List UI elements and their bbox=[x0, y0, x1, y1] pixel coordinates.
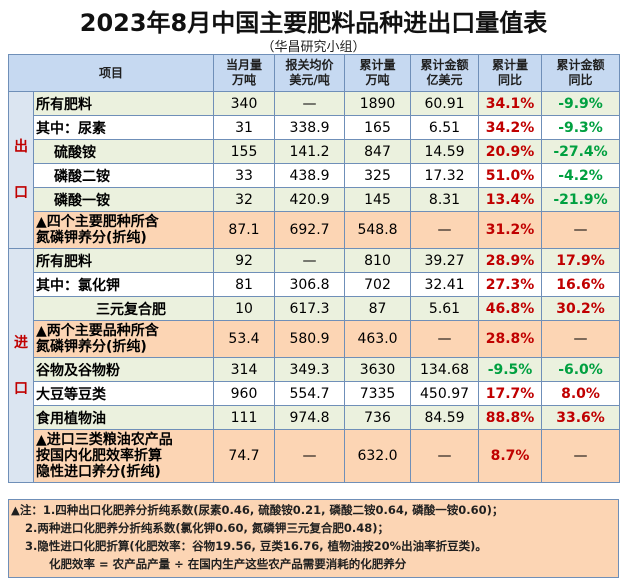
footnote-4: 化肥效率 = 农产品产量 ÷ 在国内生产这些农产品需要消耗的化肥养分 bbox=[49, 557, 407, 571]
table-row: 大豆等豆类 960 554.7 7335 450.97 17.7% 8.0% bbox=[8, 381, 621, 406]
table-row: 三元复合肥 10 617.3 87 5.61 46.8% 30.2% bbox=[8, 296, 621, 321]
row-label: ▲四个主要肥种所含 氮磷钾养分(折纯) bbox=[32, 211, 215, 249]
row-label: 磷酸一铵 bbox=[32, 187, 215, 212]
header-price: 报关均价 美元/吨 bbox=[274, 54, 346, 92]
header-qty: 当月量 万吨 bbox=[213, 54, 276, 92]
header-row: 项目 当月量 万吨 报关均价 美元/吨 累计量 万吨 累计金额 亿美元 累计量 同比 累计… bbox=[7, 54, 621, 92]
row-label: 所有肥料 bbox=[32, 91, 215, 116]
header-yoy: 累计量 同比 bbox=[478, 54, 543, 92]
header-item: 项目 bbox=[7, 54, 215, 92]
row-label: 三元复合肥 bbox=[32, 296, 215, 321]
import-section-label: 进口 bbox=[8, 248, 34, 483]
page-subtitle: （华昌研究小组） bbox=[261, 40, 366, 55]
fertilizer-trade-table: 项目 当月量 万吨 报关均价 美元/吨 累计量 万吨 累计金额 亿美元 累计量 同比 累计… bbox=[7, 54, 621, 483]
row-label: 其中：氯化钾 bbox=[32, 272, 215, 297]
table-row: 进口 所有肥料 92 — 810 39.27 28.9% 17.9% bbox=[8, 248, 621, 483]
table-row: ▲两个主要品种所含 氮磷钾养分(折纯) 53.4 580.9 463.0 — 28… bbox=[8, 320, 621, 358]
table-row: 其中：尿素 31 338.9 165 6.51 34.2% -9.3% bbox=[8, 115, 621, 140]
table-row: 其中：氯化钾 81 306.8 702 32.41 27.3% 16.6% bbox=[8, 272, 621, 297]
header-amt-yoy: 累计金额 同比 bbox=[541, 54, 621, 92]
table-row: 食用植物油 111 974.8 736 84.59 88.8% 33.6% bbox=[8, 405, 621, 430]
export-section-label: 出口 bbox=[8, 91, 34, 249]
row-label: 硫酸铵 bbox=[32, 139, 215, 164]
table-row: 出口 所有肥料 340 — 1890 60.91 34.1% -9.9% bbox=[8, 91, 621, 249]
table-row: ▲四个主要肥种所含 氮磷钾养分(折纯) 87.1 692.7 548.8 — 31… bbox=[8, 211, 621, 249]
row-label: 大豆等豆类 bbox=[32, 381, 215, 406]
page-title: 2023年8月中国主要肥料品种进出口量值表 bbox=[79, 9, 548, 37]
row-label: 所有肥料 bbox=[32, 248, 215, 273]
row-label: 其中：尿素 bbox=[32, 115, 215, 140]
table-row: 磷酸二铵 33 438.9 325 17.32 51.0% -4.2% bbox=[8, 163, 621, 188]
table-row: 硫酸铵 155 141.2 847 14.59 20.9% -27.4% bbox=[8, 139, 621, 164]
footnotes: ▲注：1.四种出口化肥养分折纯系数(尿素0.46, 硫酸铵0.21, 磷酸二铵0… bbox=[8, 499, 619, 578]
row-label: ▲两个主要品种所含 氮磷钾养分(折纯) bbox=[32, 320, 215, 358]
footnote-2: 2.两种进口化肥养分折纯系数(氯化钾0.60, 氮磷钾三元复合肥0.48)； bbox=[25, 521, 389, 535]
row-label: 谷物及谷物粉 bbox=[32, 357, 215, 382]
footnote-1: ▲注：1.四种出口化肥养分折纯系数(尿素0.46, 硫酸铵0.21, 磷酸二铵0… bbox=[11, 503, 504, 517]
header-amt: 累计金额 亿美元 bbox=[410, 54, 480, 92]
table-row: 磷酸一铵 32 420.9 145 8.31 13.4% -21.9% bbox=[8, 187, 621, 212]
table-row: 谷物及谷物粉 314 349.3 3630 134.68 -9.5% -6.0% bbox=[8, 357, 621, 382]
header-cum: 累计量 万吨 bbox=[344, 54, 412, 92]
row-label: 磷酸二铵 bbox=[32, 163, 215, 188]
row-label: 食用植物油 bbox=[32, 405, 215, 430]
table-row: ▲进口三类粮油农产品 按国内化肥效率折算 隐性进口养分(折纯) 74.7 — 632… bbox=[8, 429, 621, 483]
footnote-3: 3.隐性进口化肥折算(化肥效率：谷物19.56, 豆类16.76, 植物油按20… bbox=[25, 539, 487, 553]
row-label: ▲进口三类粮油农产品 按国内化肥效率折算 隐性进口养分(折纯) bbox=[32, 429, 215, 483]
